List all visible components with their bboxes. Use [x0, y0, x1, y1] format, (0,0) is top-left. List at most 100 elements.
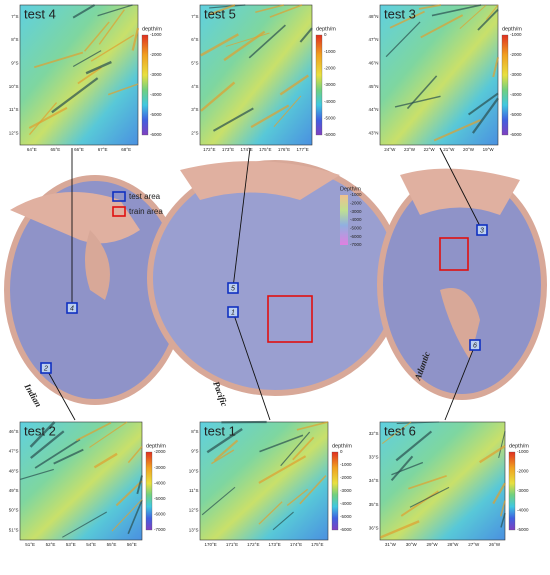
x-tick-label: 174°E: [241, 147, 253, 152]
relief-line: [19, 468, 54, 481]
x-tick-label: 53°E: [66, 542, 76, 547]
colorbar-label: depth/m: [142, 26, 162, 32]
x-tick-label: 23°W: [404, 147, 416, 152]
x-tick-label: 30°W: [406, 542, 418, 547]
relief-line: [90, 34, 135, 62]
colorbar: [315, 34, 323, 136]
colorbar-tick-label: -5000: [510, 112, 522, 117]
relief-line: [127, 499, 143, 535]
relief-line: [255, 4, 284, 14]
y-tick-label: 9°S: [11, 61, 18, 66]
x-tick-label: 177°E: [297, 147, 309, 152]
relief-line: [492, 57, 499, 78]
y-tick-label: 45°N: [368, 84, 378, 89]
test-area-number: 5: [231, 285, 235, 292]
relief-line: [53, 448, 84, 465]
relief-line: [72, 50, 102, 68]
relief-line: [208, 4, 236, 16]
x-tick-label: 20°W: [463, 147, 475, 152]
y-tick-label: 44°N: [368, 107, 378, 112]
y-tick-label: 7°S: [11, 14, 18, 19]
y-tick-label: 10°S: [189, 468, 199, 473]
panel-image: [199, 4, 313, 146]
colorbar-tick-label: -1000: [510, 32, 522, 37]
x-tick-label: 64°E: [27, 147, 37, 152]
depth-legend-bar: [340, 195, 348, 245]
y-tick-label: 48°N: [368, 14, 378, 19]
panel-title: test 3: [384, 6, 416, 21]
legend-test-label: test area: [129, 192, 161, 201]
relief-line: [201, 486, 236, 516]
colorbar-tick-label: -1000: [517, 449, 529, 454]
y-tick-label: 10°S: [9, 84, 19, 89]
x-tick-label: 175°E: [311, 542, 323, 547]
colorbar-tick-label: -5000: [324, 116, 336, 121]
colorbar-tick-label: -5000: [150, 112, 162, 117]
y-tick-label: 50°S: [9, 508, 19, 513]
y-tick-label: 7°S: [191, 14, 198, 19]
relief-line: [62, 511, 108, 538]
relief-line: [131, 27, 140, 51]
depth-legend-tick: -3000: [350, 209, 362, 214]
relief-line: [127, 446, 143, 464]
relief-line: [269, 4, 303, 18]
x-tick-label: 24°W: [384, 147, 396, 152]
colorbar-tick-label: 0: [340, 449, 343, 454]
x-tick-label: 51°E: [25, 542, 35, 547]
test-area-number: 4: [70, 305, 74, 312]
relief-line: [85, 60, 112, 75]
x-tick-label: 172°E: [203, 147, 215, 152]
panel-title: test 5: [204, 6, 236, 21]
relief-line: [272, 511, 294, 531]
relief-line: [280, 431, 311, 467]
colorbar-tick-label: -6000: [154, 512, 166, 517]
colorbar-tick-label: -4000: [324, 99, 336, 104]
colorbar-tick-label: -4000: [150, 92, 162, 97]
depth-legend-tick: -4000: [350, 217, 362, 222]
relief-line: [51, 77, 99, 114]
test-area-box: [227, 306, 239, 318]
x-tick-label: 172°E: [247, 542, 259, 547]
colorbar-tick-label: -3000: [150, 72, 162, 77]
test-area-number: 1: [231, 309, 235, 316]
relief-line: [492, 482, 506, 505]
colorbar-label: depth/m: [509, 443, 529, 449]
test-area-box: [476, 224, 488, 236]
colorbar-tick-label: -2000: [154, 449, 166, 454]
panel-title: test 1: [204, 423, 236, 438]
relief-line: [206, 427, 243, 454]
colorbar-tick-label: -3000: [510, 72, 522, 77]
relief-line: [209, 4, 246, 9]
x-tick-label: 175°E: [259, 147, 271, 152]
relief-line: [273, 95, 302, 128]
relief-line: [418, 4, 441, 10]
relief-line: [83, 21, 110, 52]
relief-line: [299, 27, 313, 43]
train-area-box: [439, 237, 469, 271]
colorbar-tick-label: -7000: [154, 527, 166, 532]
relief-line: [30, 430, 65, 459]
x-tick-label: 65°E: [50, 147, 60, 152]
relief-line: [431, 4, 482, 17]
pointer-arrow: [232, 147, 251, 289]
y-tick-label: 36°S: [369, 525, 379, 530]
test-area-box: [66, 302, 78, 314]
relief-line: [89, 421, 128, 448]
test-area-number: 2: [43, 365, 48, 372]
relief-line: [28, 106, 68, 129]
relief-line: [115, 480, 143, 507]
land: [85, 230, 110, 300]
colorbar: [501, 34, 509, 136]
panel-title: test 2: [24, 423, 56, 438]
y-tick-label: 32°S: [369, 431, 379, 436]
colorbar-tick-label: -5000: [340, 514, 352, 519]
colorbar-tick-label: -4000: [510, 92, 522, 97]
y-tick-label: 3°S: [191, 107, 198, 112]
colorbar-tick-label: -2000: [510, 52, 522, 57]
test-area-number: 6: [473, 342, 477, 349]
pointer-arrow: [232, 311, 271, 421]
relief-line: [467, 92, 499, 116]
x-tick-label: 67°E: [98, 147, 108, 152]
x-tick-label: 22°W: [424, 147, 436, 152]
